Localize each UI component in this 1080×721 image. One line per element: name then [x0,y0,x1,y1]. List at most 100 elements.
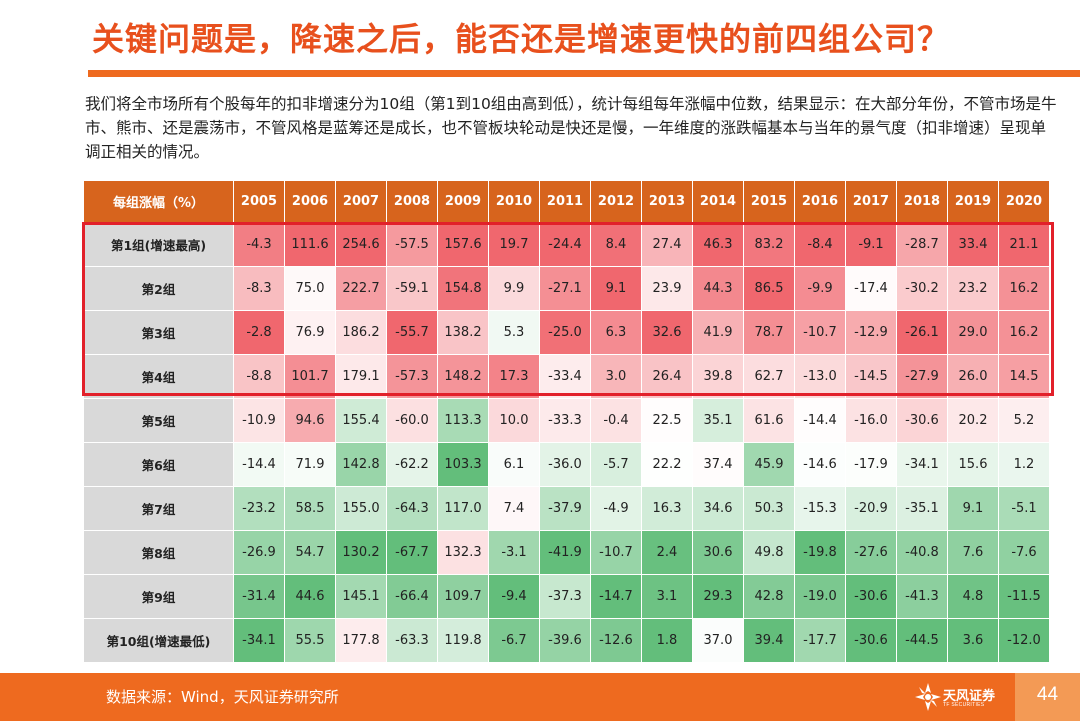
value-cell: 71.9 [284,442,336,487]
value-cell: 86.5 [743,266,795,311]
value-cell: 132.3 [437,530,489,575]
table-row: 第7组 -23.2 58.5 155.0 -64.3 117.0 7.4 -37.9 -4.9 1… [83,486,1050,531]
value-cell: 49.8 [743,530,795,575]
value-cell: 130.2 [335,530,387,575]
table-row: 第5组 -10.9 94.6 155.4 -60.0 113.3 10.0 -33.3 -0.4… [83,398,1050,443]
value-cell: 45.9 [743,442,795,487]
value-cell: -11.5 [998,574,1050,619]
logo-subtext: TF SECURITIES [943,702,985,708]
value-cell: -9.4 [488,574,540,619]
value-cell: 23.9 [641,266,693,311]
group-label: 第2组 [83,266,234,311]
value-cell: -9.9 [794,266,846,311]
value-cell: 26.4 [641,354,693,399]
value-cell: -2.8 [233,310,285,355]
value-cell: 155.4 [335,398,387,443]
value-cell: -14.4 [233,442,285,487]
description: 我们将全市场所有个股每年的扣非增速分为10组（第1到10组由高到低），统计每组每… [85,92,1060,164]
value-cell: -30.6 [896,398,948,443]
logo-text: 天风证券 [943,689,996,704]
table-body: 第1组(增速最高) -4.3 111.6 254.6 -57.5 157.6 19.7 -24… [83,222,1050,663]
year-header: 2018 [896,180,948,223]
logo-mark-icon [915,683,941,711]
year-header: 2008 [386,180,438,223]
value-cell: -19.8 [794,530,846,575]
year-header: 2019 [947,180,999,223]
value-cell: 29.3 [692,574,744,619]
value-cell: 154.8 [437,266,489,311]
value-cell: -5.1 [998,486,1050,531]
value-cell: 50.3 [743,486,795,531]
value-cell: -44.5 [896,618,948,663]
value-cell: 1.2 [998,442,1050,487]
group-label: 第6组 [83,442,234,487]
value-cell: 22.2 [641,442,693,487]
value-cell: 2.4 [641,530,693,575]
table-row: 第9组 -31.4 44.6 145.1 -66.4 109.7 -9.4 -37.3 -14.… [83,574,1050,619]
value-cell: -63.3 [386,618,438,663]
company-logo: 天风证券 TF SECURITIES [913,681,1033,713]
value-cell: 109.7 [437,574,489,619]
value-cell: -66.4 [386,574,438,619]
value-cell: 15.6 [947,442,999,487]
value-cell: -33.4 [539,354,591,399]
value-cell: -57.3 [386,354,438,399]
value-cell: -10.7 [794,310,846,355]
value-cell: 20.2 [947,398,999,443]
year-header: 2006 [284,180,336,223]
value-cell: 23.2 [947,266,999,311]
value-cell: 22.5 [641,398,693,443]
value-cell: -33.3 [539,398,591,443]
value-cell: 61.6 [743,398,795,443]
value-cell: 8.4 [590,222,642,267]
value-cell: 6.1 [488,442,540,487]
value-cell: 222.7 [335,266,387,311]
group-label: 第8组 [83,530,234,575]
value-cell: 76.9 [284,310,336,355]
title-underline [88,70,1080,77]
value-cell: 117.0 [437,486,489,531]
value-cell: -3.1 [488,530,540,575]
value-cell: 62.7 [743,354,795,399]
value-cell: 4.8 [947,574,999,619]
value-cell: 16.3 [641,486,693,531]
value-cell: -57.5 [386,222,438,267]
value-cell: 113.3 [437,398,489,443]
value-cell: 1.8 [641,618,693,663]
value-cell: -40.8 [896,530,948,575]
value-cell: -8.4 [794,222,846,267]
value-cell: -17.4 [845,266,897,311]
year-header: 2020 [998,180,1050,223]
value-cell: 39.8 [692,354,744,399]
value-cell: 54.7 [284,530,336,575]
value-cell: 46.3 [692,222,744,267]
table-row: 第8组 -26.9 54.7 130.2 -67.7 132.3 -3.1 -41.9 -10.… [83,530,1050,575]
value-cell: -20.9 [845,486,897,531]
value-cell: -41.3 [896,574,948,619]
year-header: 2017 [845,180,897,223]
value-cell: 17.3 [488,354,540,399]
value-cell: 177.8 [335,618,387,663]
value-cell: -30.6 [845,574,897,619]
value-cell: -7.6 [998,530,1050,575]
group-label: 第7组 [83,486,234,531]
value-cell: 32.6 [641,310,693,355]
heatmap-table: 每组涨幅（%） 2005 2006 2007 2008 2009 2010 2011 2012… [83,180,1050,663]
value-cell: -30.2 [896,266,948,311]
value-cell: -12.9 [845,310,897,355]
value-cell: -6.7 [488,618,540,663]
year-header: 2016 [794,180,846,223]
value-cell: 138.2 [437,310,489,355]
value-cell: 119.8 [437,618,489,663]
value-cell: -64.3 [386,486,438,531]
table-row: 第6组 -14.4 71.9 142.8 -62.2 103.3 6.1 -36.0 -5.7 2… [83,442,1050,487]
value-cell: -39.6 [539,618,591,663]
value-cell: -55.7 [386,310,438,355]
table-row: 第1组(增速最高) -4.3 111.6 254.6 -57.5 157.6 19.7 -24… [83,222,1050,267]
value-cell: -31.4 [233,574,285,619]
value-cell: 37.4 [692,442,744,487]
description-text: 我们将全市场所有个股每年的扣非增速分为10组（第1到10组由高到低），统计每组每… [85,95,1057,161]
value-cell: 101.7 [284,354,336,399]
value-cell: -59.1 [386,266,438,311]
table-row: 第4组 -8.8 101.7 179.1 -57.3 148.2 17.3 -33.4 3.0 2… [83,354,1050,399]
